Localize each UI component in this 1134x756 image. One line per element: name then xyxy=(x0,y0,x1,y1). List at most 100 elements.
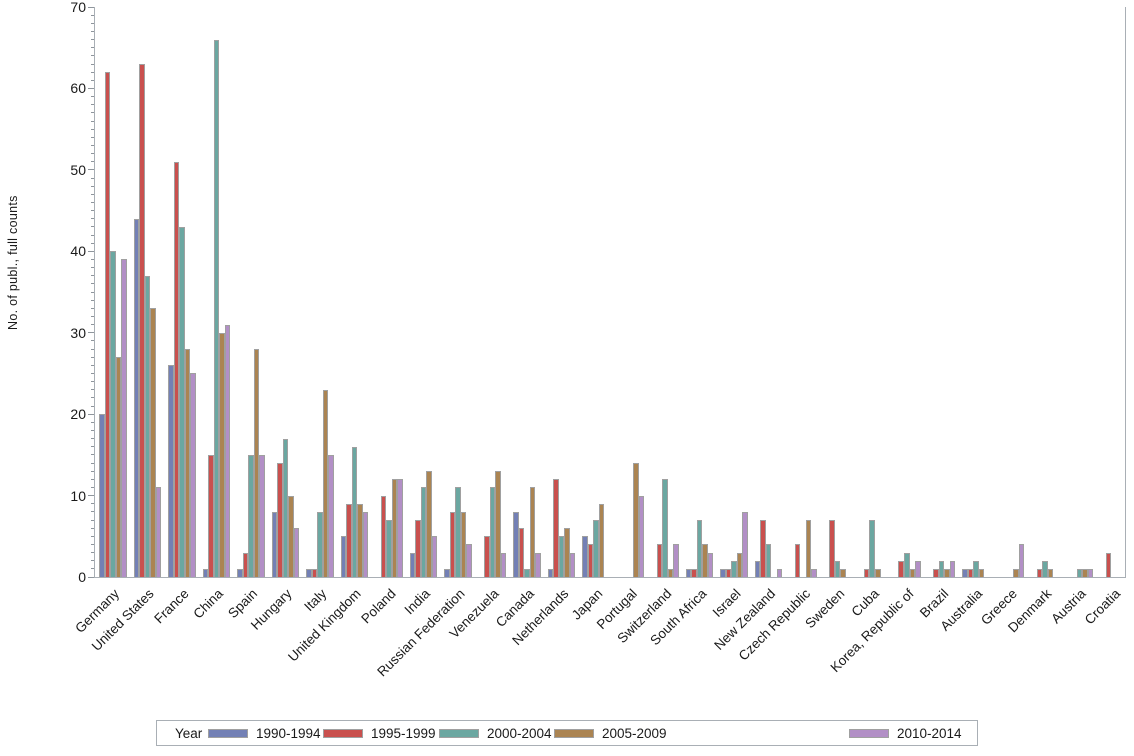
x-tick-label-new-zealand: New Zealand xyxy=(711,586,779,653)
bar-sweden-2005-2009 xyxy=(840,568,846,577)
bar-sweden-1995-1999 xyxy=(829,520,835,577)
bar-switzerland-2000-2004 xyxy=(662,479,668,577)
y-minor-tick xyxy=(90,299,94,301)
x-tick-label-united-kingdom: United Kingdom xyxy=(285,586,365,665)
bar-poland-1995-1999 xyxy=(380,495,387,577)
y-minor-tick xyxy=(90,226,94,228)
x-tick-label-czech-republic: Czech Republic xyxy=(735,586,813,664)
bar-spain-2005-2009 xyxy=(253,349,260,577)
x-tick-label-france: France xyxy=(151,586,192,627)
bar-hungary-2005-2009 xyxy=(288,495,294,577)
bar-japan-1995-1999 xyxy=(587,544,594,577)
legend-box: Year 1990-1994 1995-1999 2000-2004 2005-… xyxy=(156,720,978,746)
x-tick-label-hungary: Hungary xyxy=(248,586,295,633)
x-tick-label-cuba: Cuba xyxy=(848,586,882,620)
bar-spain-2010-2014 xyxy=(259,454,265,577)
legend-entry-1990-1994: 1990-1994 xyxy=(208,721,321,745)
y-minor-tick xyxy=(90,446,94,448)
y-major-tick xyxy=(88,6,94,8)
bar-russian-federation-1990-1994 xyxy=(444,568,450,577)
x-tick-label-croatia: Croatia xyxy=(1082,586,1124,628)
bar-korea-republic-of-2000-2004 xyxy=(904,552,910,577)
y-minor-tick xyxy=(90,30,94,32)
y-tick-label: 70 xyxy=(70,0,86,15)
y-minor-tick xyxy=(90,14,94,16)
y-minor-tick xyxy=(90,112,94,114)
bar-china-1990-1994 xyxy=(202,568,209,577)
bar-new-zealand-1995-1999 xyxy=(760,520,766,577)
legend-entry-1995-1999: 1995-1999 xyxy=(323,721,436,745)
bar-denmark-2005-2009 xyxy=(1047,568,1054,577)
bar-greece-2005-2009 xyxy=(1013,568,1019,577)
bar-canada-2000-2004 xyxy=(524,568,530,577)
y-minor-tick xyxy=(90,372,94,374)
y-minor-tick xyxy=(90,389,94,391)
y-minor-tick xyxy=(90,283,94,285)
bar-australia-1995-1999 xyxy=(967,568,974,577)
bar-russian-federation-1995-1999 xyxy=(449,511,456,577)
x-tick-label-venezuela: Venezuela xyxy=(446,586,503,642)
y-tick-label: 40 xyxy=(70,243,86,260)
bar-united-kingdom-2000-2004 xyxy=(351,446,358,577)
bar-netherlands-1995-1999 xyxy=(553,479,559,577)
y-minor-tick xyxy=(90,63,94,65)
x-tick-label-india: India xyxy=(401,586,434,618)
plot-area xyxy=(94,7,1126,578)
y-minor-tick xyxy=(90,307,94,309)
bar-united-states-2010-2014 xyxy=(155,487,162,577)
bar-israel-2010-2014 xyxy=(742,511,748,577)
y-tick-label: 60 xyxy=(70,80,86,97)
bar-russian-federation-2010-2014 xyxy=(466,544,472,577)
y-minor-tick xyxy=(90,258,94,260)
bar-australia-2005-2009 xyxy=(978,568,985,577)
legend-swatch-1990-1994 xyxy=(208,728,248,738)
bar-japan-2005-2009 xyxy=(598,503,605,577)
bar-korea-republic-of-2005-2009 xyxy=(909,568,916,577)
y-minor-tick xyxy=(90,478,94,480)
y-minor-tick xyxy=(90,104,94,106)
y-minor-tick xyxy=(90,462,94,464)
bar-poland-2010-2014 xyxy=(397,479,403,577)
x-tick-label-japan: Japan xyxy=(569,586,606,623)
bar-brazil-1995-1999 xyxy=(933,568,939,577)
x-tick-label-russian-federation: Russian Federation xyxy=(374,586,468,680)
legend-label-2010-2014: 2010-2014 xyxy=(897,725,962,741)
y-major-tick xyxy=(88,250,94,252)
bar-hungary-1995-1999 xyxy=(277,463,283,577)
bar-spain-1990-1994 xyxy=(237,568,243,577)
y-minor-tick xyxy=(90,535,94,537)
y-tick-label: 10 xyxy=(70,487,86,504)
bar-india-1995-1999 xyxy=(415,520,421,577)
x-tick-label-poland: Poland xyxy=(358,586,399,627)
y-major-tick xyxy=(88,87,94,89)
bar-australia-1990-1994 xyxy=(962,568,968,577)
bar-italy-1995-1999 xyxy=(311,568,318,577)
y-minor-tick xyxy=(90,397,94,399)
bar-czech-republic-1995-1999 xyxy=(794,544,801,577)
x-tick-label-spain: Spain xyxy=(225,586,261,622)
bar-south-africa-1990-1994 xyxy=(685,568,692,577)
bar-switzerland-2010-2014 xyxy=(673,544,679,577)
x-tick-label-korea-republic-of: Korea, Republic of xyxy=(827,586,917,676)
y-major-tick xyxy=(88,413,94,415)
bar-united-kingdom-1990-1994 xyxy=(340,536,347,577)
bar-greece-2010-2014 xyxy=(1018,544,1025,577)
bar-france-2005-2009 xyxy=(184,349,191,577)
bar-russian-federation-2000-2004 xyxy=(455,487,461,577)
x-tick-label-denmark: Denmark xyxy=(1005,586,1055,636)
bar-south-africa-2000-2004 xyxy=(696,520,703,577)
bar-venezuela-2005-2009 xyxy=(495,471,501,577)
bar-china-2000-2004 xyxy=(213,39,220,577)
legend-label-2000-2004: 2000-2004 xyxy=(487,725,552,741)
bar-switzerland-2005-2009 xyxy=(667,568,674,577)
bar-austria-2005-2009 xyxy=(1082,568,1088,577)
bar-germany-1995-1999 xyxy=(104,72,111,577)
bar-germany-2000-2004 xyxy=(110,251,116,577)
bar-croatia-1995-1999 xyxy=(1105,552,1112,577)
y-minor-tick xyxy=(90,47,94,49)
bar-portugal-2005-2009 xyxy=(633,463,639,577)
bar-canada-1995-1999 xyxy=(518,528,525,577)
legend-entry-2010-2014: 2010-2014 xyxy=(849,721,962,745)
bar-israel-2005-2009 xyxy=(736,552,743,577)
y-minor-tick xyxy=(90,486,94,488)
